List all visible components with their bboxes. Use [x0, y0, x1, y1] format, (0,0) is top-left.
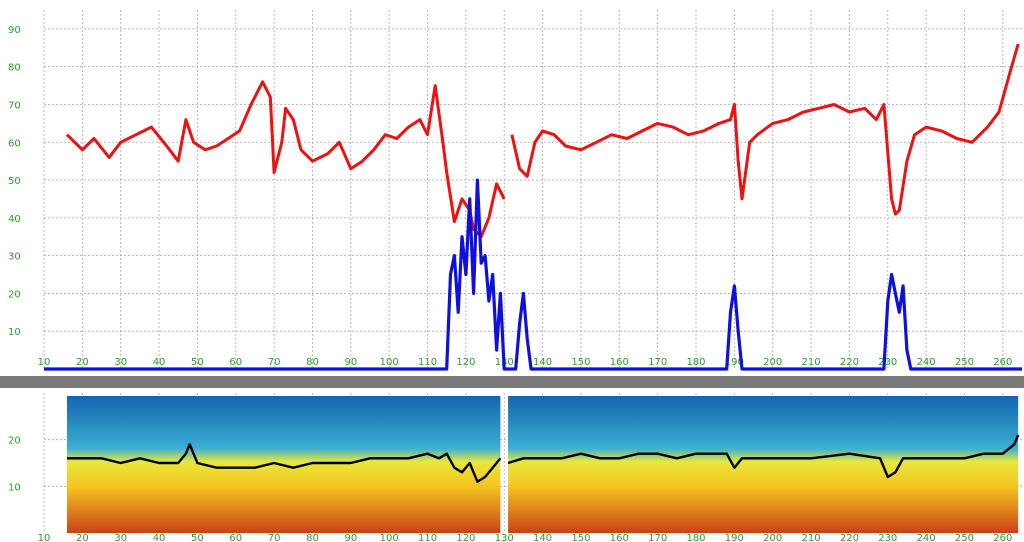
- y-tick-label: 90: [8, 25, 21, 36]
- x-tick-label: 90: [344, 357, 357, 368]
- x-tick-label: 30: [114, 533, 127, 542]
- x-tick-label: 80: [306, 533, 319, 542]
- x-tick-label: 230: [878, 357, 897, 368]
- x-tick-label: 100: [380, 533, 399, 542]
- x-tick-label: 10: [38, 357, 51, 368]
- x-tick-label: 220: [840, 357, 859, 368]
- x-tick-label: 180: [686, 533, 705, 542]
- y-tick-label: 10: [8, 482, 21, 493]
- x-tick-label: 180: [686, 357, 705, 368]
- x-tick-label: 120: [456, 533, 475, 542]
- x-tick-label: 20: [76, 533, 89, 542]
- y-tick-label: 80: [8, 63, 21, 74]
- x-tick-label: 40: [153, 357, 166, 368]
- x-tick-label: 100: [380, 357, 399, 368]
- x-tick-label: 260: [993, 357, 1012, 368]
- top-chart-panel: 10 20 30 40 50 60 70 80 90 100 110 120 130 140 150 160 1…: [0, 0, 1024, 376]
- x-tick-label: 50: [191, 533, 204, 542]
- y-tick-label: 10: [8, 327, 21, 338]
- x-tick-label: 260: [993, 533, 1012, 542]
- x-tick-label: 70: [268, 357, 281, 368]
- x-tick-label: 230: [878, 533, 897, 542]
- x-tick-label: 200: [763, 533, 782, 542]
- x-tick-label: 110: [418, 533, 437, 542]
- y-tick-label: 30: [8, 252, 21, 263]
- x-tick-label: 210: [802, 357, 821, 368]
- x-tick-label: 140: [533, 357, 552, 368]
- x-tick-label: 170: [648, 357, 667, 368]
- x-tick-label: 170: [648, 533, 667, 542]
- y-tick-label: 20: [8, 436, 21, 447]
- x-tick-label: 20: [76, 357, 89, 368]
- y-tick-label: 60: [8, 138, 21, 149]
- x-tick-label: 240: [917, 533, 936, 542]
- x-tick-label: 240: [917, 357, 936, 368]
- red-series-line: [65, 43, 1020, 239]
- heatmap-block-2: [508, 396, 1019, 533]
- y-tick-label: 70: [8, 100, 21, 111]
- bottom-heatmap-panel: 10 20 30 40 50 60 70 80 90 100 110 120 130 140 150 160 1…: [0, 388, 1024, 542]
- y-tick-label: 20: [8, 289, 21, 300]
- x-tick-label: 190: [725, 533, 744, 542]
- x-tick-label: 60: [229, 533, 242, 542]
- x-tick-label: 150: [571, 357, 590, 368]
- x-tick-label: 250: [955, 533, 974, 542]
- x-tick-label: 190: [725, 357, 744, 368]
- x-tick-label: 210: [802, 533, 821, 542]
- x-tick-label: 90: [344, 533, 357, 542]
- x-tick-label: 160: [610, 533, 629, 542]
- y-tick-label: 40: [8, 214, 21, 225]
- x-tick-label: 120: [456, 357, 475, 368]
- y-tick-label: 50: [8, 176, 21, 187]
- x-tick-label: 250: [955, 357, 974, 368]
- x-tick-label: 160: [610, 357, 629, 368]
- panel-divider[interactable]: [0, 376, 1024, 388]
- x-tick-label: 220: [840, 533, 859, 542]
- x-tick-label: 130: [495, 533, 514, 542]
- top-plot-background: [0, 0, 1024, 376]
- x-tick-label: 110: [418, 357, 437, 368]
- x-tick-label: 30: [114, 357, 127, 368]
- x-tick-label: 200: [763, 357, 782, 368]
- x-tick-label: 70: [268, 533, 281, 542]
- x-tick-label: 40: [153, 533, 166, 542]
- x-tick-label: 150: [571, 533, 590, 542]
- x-tick-label: 140: [533, 533, 552, 542]
- x-tick-label: 60: [229, 357, 242, 368]
- x-tick-label: 10: [38, 533, 51, 542]
- blue-series-line: [44, 178, 1022, 371]
- x-tick-label: 80: [306, 357, 319, 368]
- x-tick-label: 50: [191, 357, 204, 368]
- black-series-line: [67, 434, 1020, 483]
